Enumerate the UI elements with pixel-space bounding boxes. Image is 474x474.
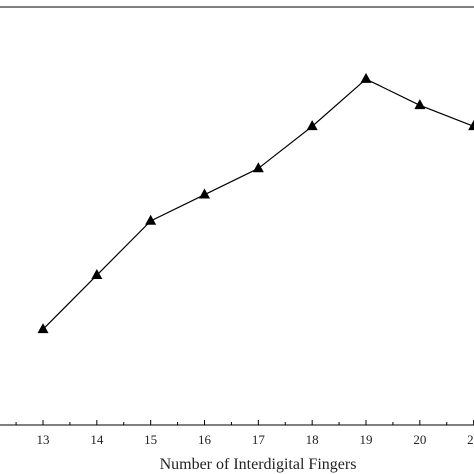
- x-axis-title: Number of Interdigital Fingers: [160, 456, 357, 473]
- x-tick-label: 13: [37, 432, 50, 447]
- x-tick-label: 14: [90, 432, 104, 447]
- x-tick-label: 15: [144, 432, 157, 447]
- x-tick-label: 20: [413, 432, 426, 447]
- triangle-marker: [145, 214, 157, 225]
- series-group: [37, 72, 474, 334]
- triangle-marker: [360, 72, 372, 83]
- x-axis: 13 14 15 16 17 18 19 20 21: [15, 420, 474, 447]
- x-tick-label: 21: [467, 432, 474, 447]
- triangle-marker: [37, 323, 49, 334]
- x-tick-label: 18: [306, 432, 319, 447]
- x-tick-label: 17: [252, 432, 266, 447]
- plot-frame: [0, 6, 474, 426]
- x-tick-label: 19: [360, 432, 373, 447]
- triangle-marker: [252, 162, 264, 173]
- triangle-marker: [91, 268, 103, 279]
- x-tick-label: 16: [198, 432, 212, 447]
- triangle-marker: [468, 120, 474, 131]
- triangle-marker: [199, 188, 210, 199]
- triangle-marker: [414, 99, 426, 110]
- series-line: [42, 78, 474, 330]
- triangle-marker: [306, 120, 318, 131]
